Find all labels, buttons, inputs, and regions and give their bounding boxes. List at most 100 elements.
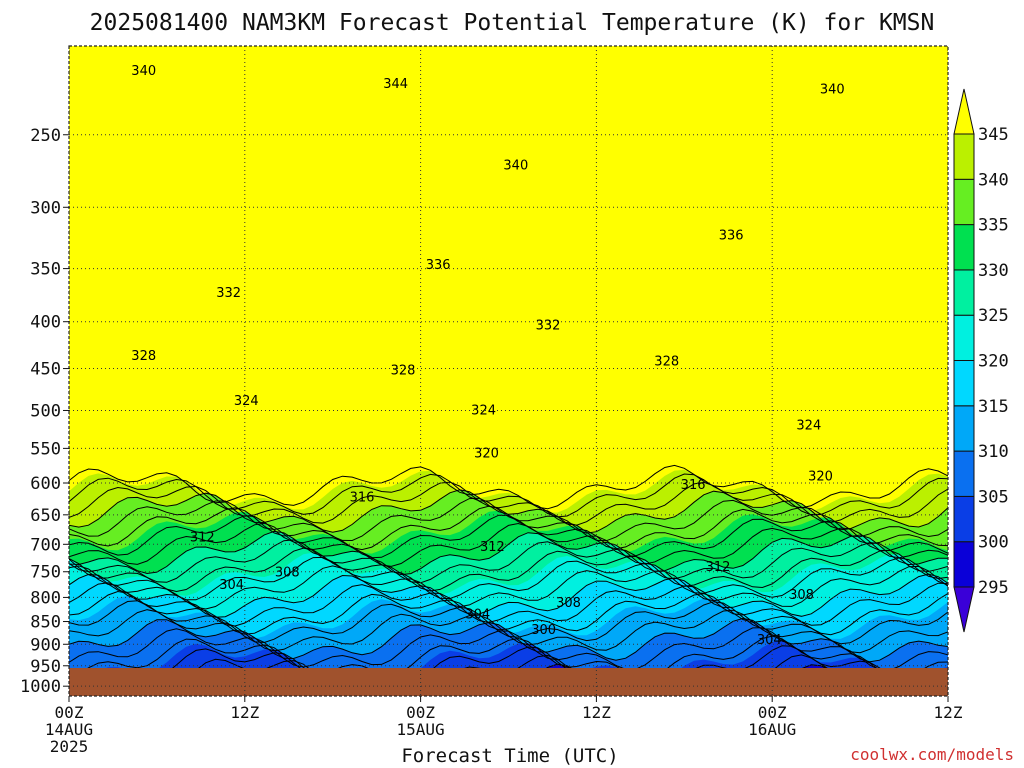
isentrope-342: [69, 481, 948, 526]
y-tick-label-850: 850: [30, 613, 61, 633]
x-axis-label: Forecast Time (UTC): [401, 745, 618, 767]
contour-label-6: 332: [216, 286, 241, 301]
contour-label-3: 340: [820, 82, 845, 97]
chart-title: 2025081400 NAM3KM Forecast Potential Tem…: [90, 10, 935, 36]
y-tick-label-650: 650: [30, 506, 61, 526]
isentrope-310: [69, 617, 948, 663]
colorbar-label-310: 310: [978, 442, 1009, 462]
isentrope-324: [69, 556, 948, 601]
x-tick-label-60-0: 12Z: [934, 703, 963, 722]
y-tick-label-600: 600: [30, 474, 61, 494]
credit-text: coolwx.com/models: [850, 745, 1014, 764]
colorbar-swatch-325: [953, 269, 975, 316]
colorbar-label-305: 305: [978, 487, 1009, 507]
contour-label-18: 312: [190, 530, 215, 545]
contour-label-22: 308: [556, 596, 581, 611]
colorbar: 295 300 305 310 315 320 325 330 335 340 345: [953, 88, 1009, 633]
y-tick-label-550: 550: [30, 439, 61, 459]
isentrope-330: [69, 530, 948, 576]
plot-frame: [68, 45, 949, 697]
colorbar-swatch-330: [953, 224, 975, 271]
contour-label-8: 328: [131, 349, 156, 364]
ground-below-surface: [69, 668, 948, 696]
x-tick-label-48-1: 16AUG: [748, 720, 796, 739]
colorbar-swatch-335: [953, 178, 975, 226]
contour-labels: 340 344 340 340 336 336 332 332 328 328 328 324 324 3…: [131, 64, 844, 648]
isentrope-326: [69, 547, 948, 593]
contour-label-1: 344: [383, 77, 408, 92]
y-tick-label-250: 250: [30, 126, 61, 146]
isentrope-322: [69, 565, 948, 610]
colorbar-label-345: 345: [978, 125, 1009, 145]
colorbar-label-340: 340: [978, 170, 1009, 190]
colorbar-label-295: 295: [978, 578, 1009, 598]
isentrope-332: [69, 522, 948, 567]
colorbar-swatch-315: [953, 360, 975, 407]
colorbar-label-320: 320: [978, 352, 1009, 372]
contour-label-26: 304: [757, 633, 782, 648]
y-tick-label-500: 500: [30, 401, 61, 421]
x-tick-label-0-2: 2025: [50, 737, 89, 756]
isentrope-334: [69, 514, 948, 559]
x-tick-label-0-0: 00Z: [55, 703, 84, 722]
contour-label-21: 308: [275, 565, 300, 580]
contour-label-14: 320: [474, 446, 499, 461]
x-tick-label-24-1: 15AUG: [397, 720, 445, 739]
y-tick-label-750: 750: [30, 563, 61, 583]
colorbar-swatch-310: [953, 405, 975, 452]
grid-lines: [69, 46, 948, 696]
isentrope-306: [69, 635, 948, 680]
y-axis: 2503003504004505005506006507007508008509…: [20, 126, 69, 697]
contour-label-9: 328: [391, 363, 416, 378]
colorbar-swatch-305: [953, 450, 975, 497]
y-tick-label-400: 400: [30, 313, 61, 333]
isentrope-346: [69, 464, 948, 510]
colorbar-swatch-295: [953, 541, 975, 588]
y-tick-label-1000: 1000: [20, 677, 61, 697]
contour-label-25: 304: [465, 607, 490, 622]
isentrope-328: [69, 539, 948, 584]
contour-label-7: 332: [536, 319, 561, 334]
colorbar-label-335: 335: [978, 216, 1009, 236]
y-tick-label-300: 300: [30, 198, 61, 218]
plot-area: 340 344 340 340 336 336 332 332 328 328 328 324 324 3…: [69, 46, 948, 696]
y-tick-label-350: 350: [30, 260, 61, 280]
contour-label-4: 336: [719, 228, 744, 243]
contour-label-11: 324: [234, 394, 259, 409]
contour-label-17: 316: [681, 478, 706, 493]
y-tick-label-700: 700: [30, 535, 61, 555]
y-tick-label-450: 450: [30, 360, 61, 380]
colorbar-label-315: 315: [978, 397, 1009, 417]
contour-label-23: 308: [789, 588, 814, 603]
contour-label-19: 312: [480, 540, 505, 555]
x-tick-label-12-0: 12Z: [230, 703, 259, 722]
contour-label-12: 324: [471, 403, 496, 418]
y-tick-label-900: 900: [30, 635, 61, 655]
contour-label-0: 340: [131, 64, 156, 79]
isentrope-312: [69, 609, 948, 654]
colorbar-swatch-300: [953, 495, 975, 543]
contour-label-10: 328: [654, 354, 679, 369]
colorbar-label-300: 300: [978, 533, 1009, 553]
colorbar-label-325: 325: [978, 306, 1009, 326]
colorbar-under: [953, 586, 975, 633]
isentrope-344: [69, 473, 948, 518]
contour-label-5: 336: [426, 258, 451, 273]
y-tick-label-950: 950: [30, 657, 61, 677]
x-tick-label-24-0: 00Z: [406, 703, 435, 722]
y-tick-label-800: 800: [30, 588, 61, 608]
contour-label-16: 316: [350, 490, 375, 505]
x-tick-label-48-0: 00Z: [758, 703, 787, 722]
contour-label-20: 312: [706, 560, 731, 575]
colorbar-over: [953, 88, 975, 135]
colorbar-swatch-340: [953, 133, 975, 180]
isentrope-320: [69, 573, 948, 618]
colorbar-swatch-320: [953, 314, 975, 362]
x-tick-label-0-1: 14AUG: [45, 720, 93, 739]
contour-label-27: 300: [531, 623, 556, 638]
contour-label-24: 304: [219, 578, 244, 593]
contour-label-15: 320: [808, 469, 833, 484]
contour-label-13: 324: [796, 418, 821, 433]
